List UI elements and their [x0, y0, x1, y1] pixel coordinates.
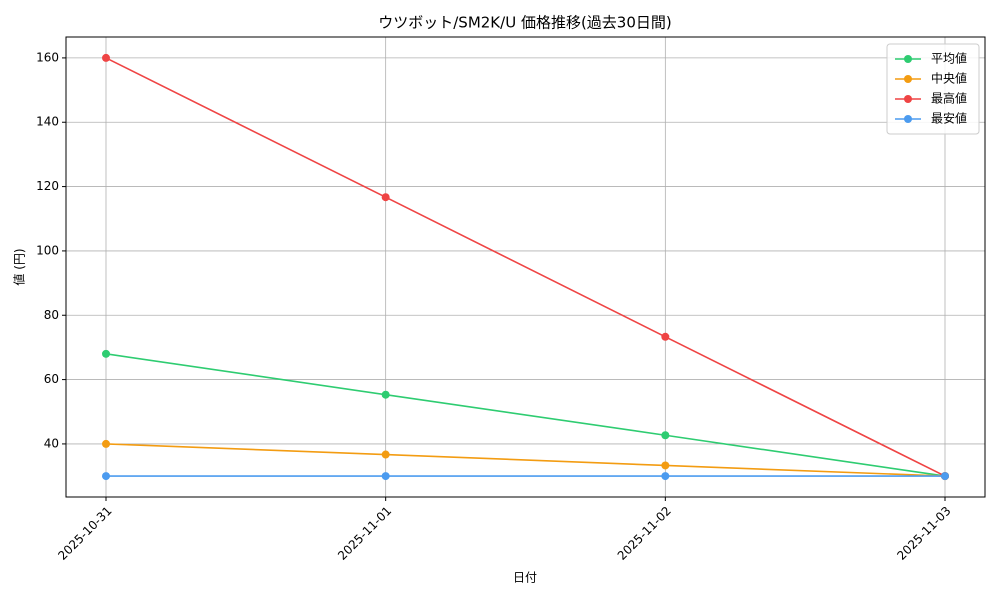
- series-line: [105, 57, 946, 477]
- legend-marker: [904, 95, 912, 103]
- y-tick-label: 160: [36, 50, 59, 64]
- legend-marker: [904, 75, 912, 83]
- point: [102, 439, 110, 448]
- point: [381, 193, 390, 202]
- y-tick-label: 60: [44, 372, 59, 386]
- y-tick-label: 120: [36, 179, 59, 193]
- point: [661, 431, 670, 440]
- point: [381, 472, 390, 481]
- y-tick-label: 80: [44, 308, 59, 322]
- point: [102, 349, 110, 358]
- point: [661, 461, 670, 470]
- y-tick-label: 40: [44, 436, 59, 450]
- series-line: [105, 353, 946, 477]
- point: [381, 450, 390, 459]
- chart-title: ウツボット/SM2K/U 価格推移(過去30日間): [378, 14, 672, 32]
- point: [381, 390, 390, 399]
- y-axis-label: 値 (円): [12, 248, 27, 285]
- legend-label: 最高値: [931, 91, 967, 106]
- legend-label: 中央値: [931, 71, 967, 86]
- legend-label: 最安値: [931, 111, 967, 126]
- legend-box: [886, 43, 980, 135]
- point: [661, 472, 670, 481]
- point: [102, 53, 110, 62]
- point: [941, 472, 949, 481]
- legend-marker: [904, 55, 912, 63]
- series-line: [105, 443, 946, 477]
- point: [102, 472, 110, 481]
- legend-marker: [904, 115, 912, 123]
- legend-label: 平均値: [931, 51, 967, 66]
- point: [661, 332, 670, 341]
- y-tick-label: 100: [36, 243, 59, 257]
- y-tick-label: 140: [36, 115, 59, 129]
- x-axis-label: 日付: [513, 571, 537, 585]
- plot-frame: [65, 36, 986, 498]
